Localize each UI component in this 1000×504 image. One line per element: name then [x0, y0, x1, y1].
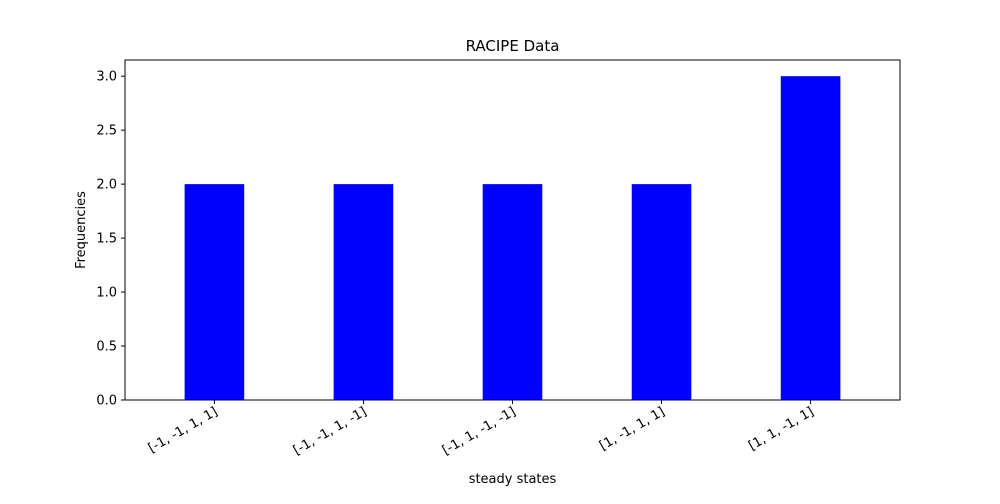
- bar-1: [333, 184, 394, 400]
- x-tick-label: [-1, -1, 1, 1]: [146, 404, 221, 456]
- x-axis-ticks: [-1, -1, 1, 1] [-1, -1, 1, -1] [-1, 1, -1,…: [146, 400, 817, 459]
- chart-title: RACIPE Data: [466, 37, 560, 55]
- x-axis-label: steady states: [469, 472, 557, 487]
- bars-group: [184, 76, 841, 400]
- x-tick-label: [1, -1, 1, 1]: [597, 404, 667, 453]
- y-tick-label: 1.5: [96, 232, 117, 247]
- y-tick-label: 2.0: [96, 178, 117, 193]
- bar-2: [482, 184, 543, 400]
- bar-4: [780, 76, 841, 400]
- bar-3: [631, 184, 692, 400]
- y-tick-label: 3.0: [96, 70, 117, 85]
- x-tick-label: [-1, 1, -1, -1]: [440, 404, 519, 458]
- y-axis-ticks: 0.0 0.5 1.0 1.5 2.0 2.5 3.0: [96, 70, 125, 409]
- x-tick-label: [-1, -1, 1, -1]: [291, 404, 370, 458]
- y-tick-label: 0.0: [96, 394, 117, 409]
- y-tick-label: 1.0: [96, 286, 117, 301]
- x-tick-label: [1, 1, -1, 1]: [746, 404, 816, 453]
- bar-0: [184, 184, 245, 400]
- y-tick-label: 0.5: [96, 340, 117, 355]
- y-axis-label: Frequencies: [74, 191, 89, 269]
- y-tick-label: 2.5: [96, 124, 117, 139]
